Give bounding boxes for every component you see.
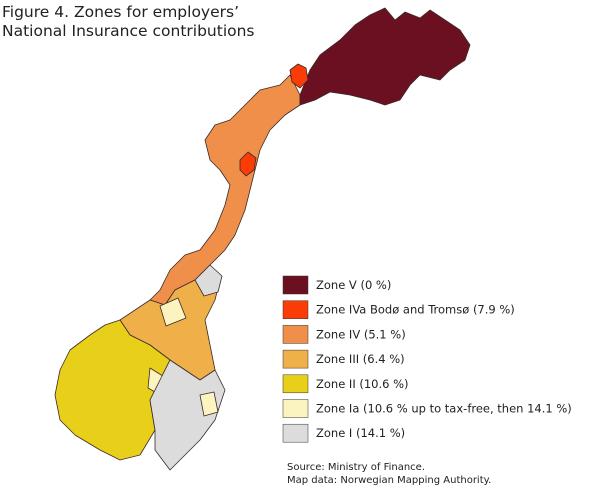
source-line: Map data: Norwegian Mapping Authority. <box>287 475 491 486</box>
legend-swatch <box>282 275 309 295</box>
legend-swatch <box>282 325 309 344</box>
legend-swatch <box>282 374 309 394</box>
legend-swatch <box>282 423 309 443</box>
map-region <box>239 151 257 177</box>
legend-label: Zone II (10.6 %) <box>316 377 409 391</box>
map-region <box>149 359 226 471</box>
map-region <box>299 7 471 106</box>
map-region <box>159 297 187 327</box>
legend-label: Zone III (6.4 %) <box>316 352 405 366</box>
legend-swatch <box>282 300 309 319</box>
legend-label: Zone V (0 %) <box>316 278 391 292</box>
source-line: Source: Ministry of Finance. <box>287 462 425 473</box>
map-region <box>289 63 309 89</box>
legend-swatch <box>282 399 309 418</box>
map-region <box>199 391 219 417</box>
legend-label: Zone IVa Bodø and Tromsø (7.9 %) <box>316 303 515 317</box>
norway-map <box>54 7 471 471</box>
legend-label: Zone I (14.1 %) <box>316 426 405 440</box>
legend-label: Zone Ia (10.6 % up to tax-free, then 14.… <box>316 402 572 416</box>
map-region <box>149 74 301 306</box>
map-region <box>194 264 223 297</box>
title-line: Figure 4. Zones for employers’ <box>2 3 240 21</box>
legend: Zone V (0 %) Zone IVa Bodø and Tromsø (7.… <box>282 275 572 443</box>
title-line: National Insurance contributions <box>2 22 255 40</box>
legend-swatch <box>282 349 309 369</box>
legend-label: Zone IV (5.1 %) <box>316 327 406 341</box>
map-region <box>54 319 171 461</box>
